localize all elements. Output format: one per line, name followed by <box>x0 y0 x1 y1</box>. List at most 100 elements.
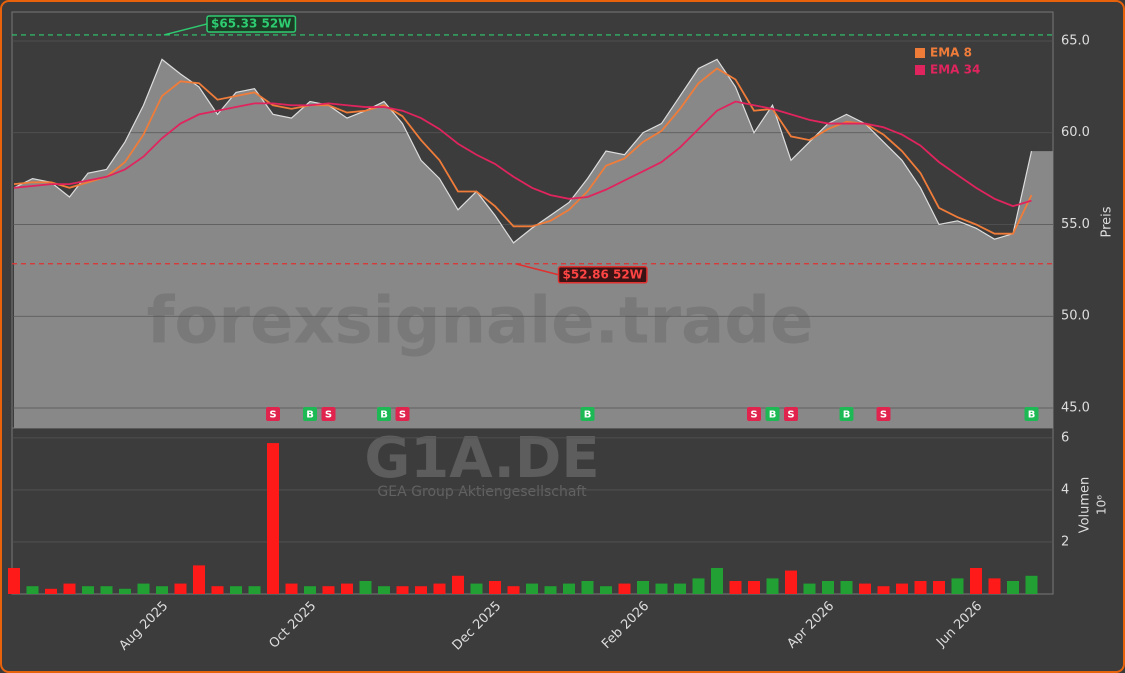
volume-bar <box>544 586 557 594</box>
volume-bar <box>729 580 742 594</box>
signal-label: S <box>787 410 794 421</box>
volume-bar <box>655 583 668 594</box>
symbol-watermark: G1A.DE <box>364 426 599 491</box>
company-watermark: GEA Group Aktiengesellschaft <box>377 484 587 500</box>
volume-bar <box>859 583 871 594</box>
volume-bar <box>970 567 982 594</box>
signal-label: S <box>880 410 887 421</box>
signal-label: S <box>750 410 757 421</box>
signal-label: S <box>399 410 406 421</box>
y-tick-label: 45.0 <box>1061 400 1090 415</box>
volume-bar <box>748 580 760 594</box>
signal-label: B <box>380 410 388 421</box>
signal-badge <box>747 407 761 421</box>
annotation-arrow <box>515 263 559 276</box>
volume-bar <box>452 575 464 594</box>
legend-label: EMA 34 <box>930 63 980 77</box>
volume-bar <box>415 586 427 594</box>
volume-bar <box>803 583 816 594</box>
volume-bar <box>211 586 224 594</box>
volume-bar <box>193 565 205 594</box>
volume-bar <box>1025 575 1038 594</box>
y-tick-label: 60.0 <box>1061 125 1090 140</box>
volume-bar <box>230 586 242 594</box>
volume-bar <box>359 580 372 594</box>
volume-bar <box>692 578 705 594</box>
volume-bar <box>45 588 57 594</box>
volume-tick-label: 2 <box>1061 534 1069 549</box>
y-tick-label: 50.0 <box>1061 309 1090 324</box>
volume-bar <box>248 586 261 594</box>
volume-bar <box>396 586 409 594</box>
y-axis-label: Preis <box>1100 206 1115 237</box>
signal-badge <box>876 407 891 421</box>
volume-bar <box>896 583 908 594</box>
signal-badge <box>395 407 410 421</box>
volume-bar <box>951 578 964 594</box>
volume-bar <box>156 586 168 594</box>
signal-badge <box>377 407 391 421</box>
volume-bar <box>563 583 575 594</box>
signal-badge <box>321 407 336 421</box>
volume-bar <box>618 583 631 594</box>
signal-badge <box>839 407 854 421</box>
volume-bar <box>489 580 501 594</box>
volume-bar <box>674 583 686 594</box>
signal-label: S <box>269 410 276 421</box>
volume-axis-label: Volumen <box>1078 477 1093 534</box>
y-tick-label: 65.0 <box>1061 33 1090 48</box>
signal-label: B <box>584 410 592 421</box>
annotation-box <box>557 266 648 284</box>
volume-bar <box>26 586 39 594</box>
volume-bar <box>600 586 612 594</box>
close-line <box>13 58 1033 244</box>
signal-badge <box>784 407 798 421</box>
signal-label: B <box>769 410 777 421</box>
area-layer <box>14 59 1053 428</box>
volume-tick-label: 4 <box>1061 482 1069 497</box>
volume-bar <box>470 583 483 594</box>
y-tick-label: 55.0 <box>1061 217 1090 232</box>
volume-bar <box>433 583 446 594</box>
legend-swatch <box>915 48 925 58</box>
annotation-box <box>206 15 297 33</box>
volume-bar <box>100 586 113 594</box>
volume-bar <box>285 583 298 594</box>
volume-bar <box>267 443 279 594</box>
legend-label: EMA 8 <box>930 46 972 60</box>
volume-unit: 10⁶ <box>1095 495 1109 515</box>
volume-bar <box>526 583 538 594</box>
volume-bar <box>914 580 927 594</box>
watermark: forexsignale.trade <box>147 285 814 359</box>
signal-badge <box>1024 407 1039 421</box>
volume-bar <box>877 586 890 594</box>
volume-bar <box>581 580 594 594</box>
volume-bar <box>378 586 390 594</box>
volume-bar <box>137 583 150 594</box>
volume-bar <box>322 586 335 594</box>
volume-bar <box>785 570 797 594</box>
volume-bar <box>711 567 723 594</box>
volume-bar <box>82 586 94 594</box>
signal-badge <box>303 407 317 421</box>
volume-tick-label: 6 <box>1061 430 1069 445</box>
signal-label: B <box>306 410 314 421</box>
signal-badge <box>580 407 595 421</box>
volume-bar <box>822 580 834 594</box>
volume-bar <box>766 578 779 594</box>
volume-bar <box>174 583 187 594</box>
signal-label: B <box>1028 410 1036 421</box>
volume-bar <box>507 586 520 594</box>
annotation-arrow <box>163 23 208 36</box>
volume-bar <box>988 578 1001 594</box>
signal-badge <box>765 407 780 421</box>
signal-badge <box>266 407 280 421</box>
volume-bar <box>840 580 853 594</box>
volume-bar <box>119 588 131 594</box>
volume-bar <box>8 567 20 594</box>
signal-label: S <box>325 410 332 421</box>
signal-label: B <box>843 410 851 421</box>
volume-bar <box>1007 580 1019 594</box>
